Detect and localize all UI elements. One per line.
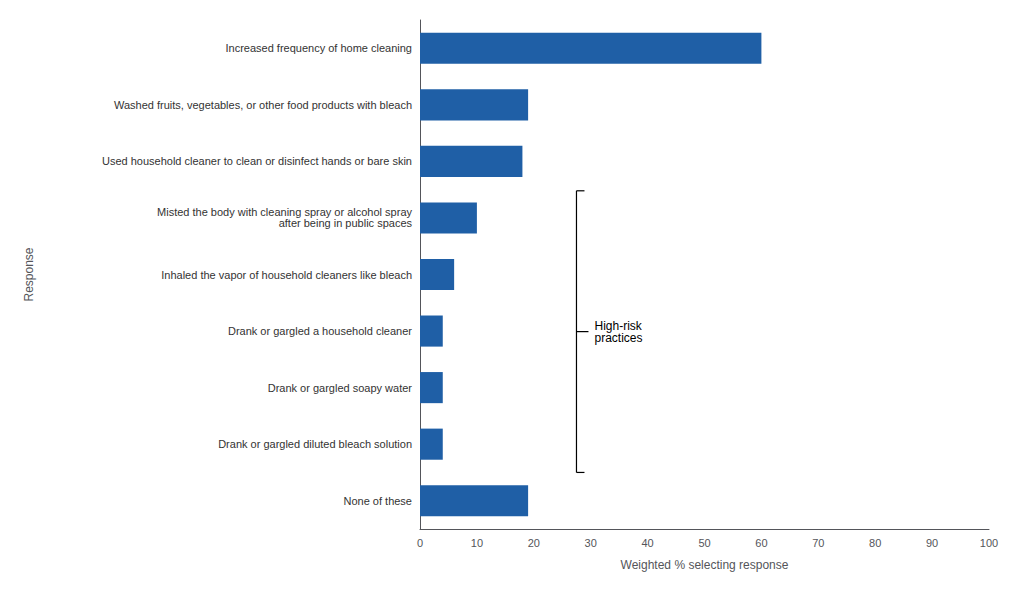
svg-text:Washed fruits, vegetables, or: Washed fruits, vegetables, or other food…	[114, 99, 412, 111]
svg-text:Weighted % selecting response: Weighted % selecting response	[621, 558, 789, 572]
svg-text:after being in public spaces: after being in public spaces	[279, 217, 413, 229]
svg-text:10: 10	[471, 537, 483, 549]
svg-text:70: 70	[812, 537, 824, 549]
svg-text:Drank or gargled a household c: Drank or gargled a household cleaner	[228, 325, 412, 337]
svg-text:Response: Response	[22, 247, 36, 301]
svg-text:50: 50	[698, 537, 710, 549]
svg-text:0: 0	[417, 537, 423, 549]
svg-text:90: 90	[926, 537, 938, 549]
svg-text:Drank or gargled diluted bleac: Drank or gargled diluted bleach solution	[218, 438, 412, 450]
svg-text:60: 60	[755, 537, 767, 549]
svg-text:20: 20	[528, 537, 540, 549]
svg-text:Drank or gargled soapy water: Drank or gargled soapy water	[268, 382, 413, 394]
svg-text:80: 80	[869, 537, 881, 549]
svg-text:practices: practices	[594, 331, 642, 345]
svg-text:40: 40	[641, 537, 653, 549]
svg-text:Used household cleaner to clea: Used household cleaner to clean or disin…	[102, 155, 412, 167]
svg-text:30: 30	[585, 537, 597, 549]
svg-text:Inhaled the vapor of household: Inhaled the vapor of household cleaners …	[161, 269, 412, 281]
svg-text:High-risk: High-risk	[594, 318, 642, 333]
svg-text:100: 100	[980, 537, 998, 549]
svg-text:Misted the body with cleaning: Misted the body with cleaning spray or a…	[157, 206, 412, 219]
svg-text:None of these: None of these	[344, 495, 413, 507]
svg-text:Increased frequency of home cl: Increased frequency of home cleaning	[225, 42, 412, 54]
